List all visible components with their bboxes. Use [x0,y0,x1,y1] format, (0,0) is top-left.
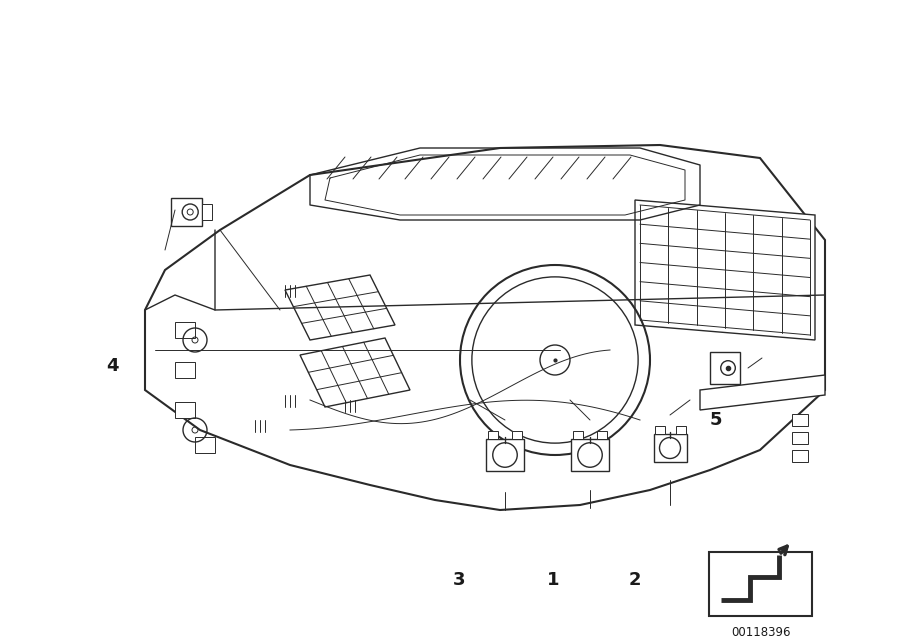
Text: 1: 1 [547,571,560,589]
Polygon shape [792,414,808,426]
Polygon shape [202,204,211,220]
Polygon shape [572,431,583,439]
Polygon shape [635,200,815,340]
Polygon shape [654,426,664,434]
Polygon shape [792,450,808,462]
Polygon shape [512,431,522,439]
Polygon shape [792,432,808,444]
Text: 00118396: 00118396 [731,626,790,636]
Polygon shape [598,431,608,439]
Polygon shape [486,439,524,471]
Polygon shape [571,439,609,471]
Polygon shape [700,375,825,410]
Polygon shape [171,198,202,226]
Text: 4: 4 [106,357,119,375]
Text: 2: 2 [628,571,641,589]
Polygon shape [300,338,410,407]
Polygon shape [175,362,195,378]
Polygon shape [175,402,195,418]
Polygon shape [195,437,215,453]
Polygon shape [488,431,498,439]
Polygon shape [285,275,395,340]
Text: 3: 3 [453,571,465,589]
Polygon shape [653,434,687,462]
Polygon shape [175,322,195,338]
Text: 5: 5 [709,411,722,429]
Polygon shape [676,426,686,434]
Polygon shape [710,352,740,384]
Polygon shape [145,145,825,510]
Polygon shape [709,552,812,616]
